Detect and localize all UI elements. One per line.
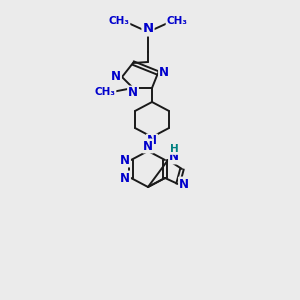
Text: N: N — [169, 151, 179, 164]
Text: N: N — [120, 172, 130, 184]
Text: N: N — [179, 178, 189, 190]
Text: N: N — [111, 70, 121, 83]
Text: N: N — [143, 140, 153, 152]
Text: N: N — [128, 86, 138, 100]
Text: N: N — [120, 154, 130, 166]
Text: N: N — [159, 67, 169, 80]
Text: CH₃: CH₃ — [167, 16, 188, 26]
Text: CH₃: CH₃ — [109, 16, 130, 26]
Text: N: N — [142, 22, 154, 35]
Text: CH₃: CH₃ — [94, 87, 116, 97]
Text: H: H — [169, 144, 178, 154]
Text: N: N — [147, 134, 157, 148]
